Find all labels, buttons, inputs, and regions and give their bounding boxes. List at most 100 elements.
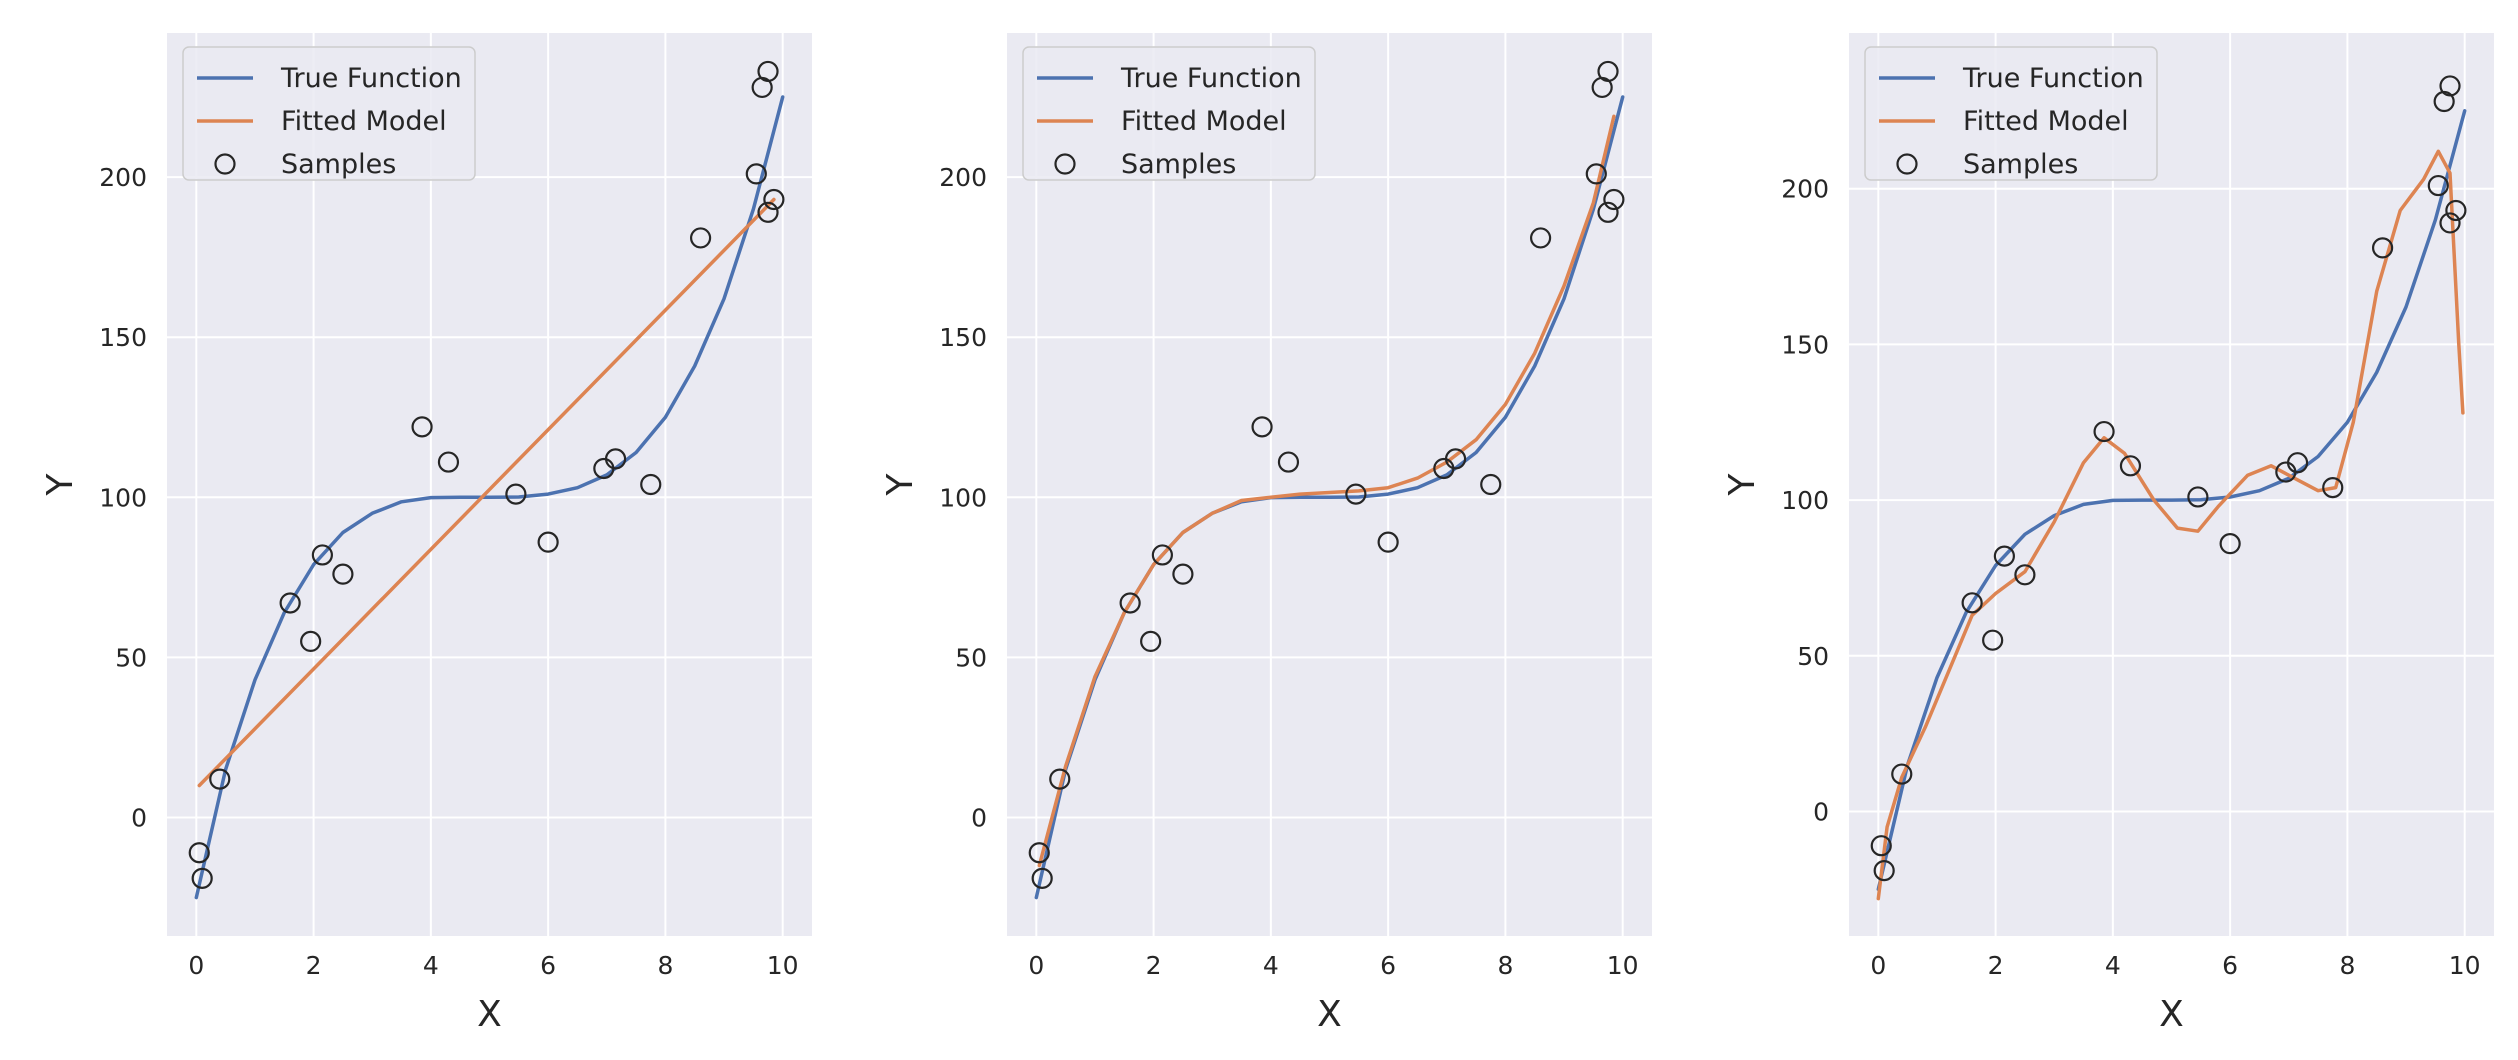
sample-point — [1345, 483, 1367, 505]
sample-point — [2014, 564, 2036, 586]
series-line-true-function — [194, 95, 785, 900]
x-tick-label: 0 — [1870, 951, 1886, 980]
sample-point — [300, 630, 322, 653]
sample-point — [1529, 227, 1552, 249]
series-line-true-function — [1876, 109, 2467, 892]
legend: True Function Fitted Model Samples — [182, 46, 476, 181]
sample-point — [689, 227, 712, 249]
sample-point — [505, 483, 527, 505]
x-tick-label: 10 — [1607, 951, 1639, 980]
sample-point — [279, 592, 301, 614]
sample-point — [1982, 629, 2004, 651]
x-tick-label: 4 — [423, 951, 439, 980]
sample-point — [2445, 199, 2467, 222]
y-tick-label: 150 — [99, 323, 147, 352]
sample-point — [1480, 473, 1502, 496]
x-tick-label: 2 — [1988, 951, 2004, 980]
legend-label-fitted-model: Fitted Model — [1121, 106, 1287, 137]
x-tick-label: 0 — [188, 951, 204, 980]
sample-point — [757, 201, 779, 223]
legend-swatch-samples — [1054, 153, 1076, 175]
sample-point — [411, 416, 433, 438]
x-tick-label: 10 — [767, 951, 799, 980]
y-tick-label: 0 — [971, 804, 987, 833]
sample-point — [2427, 174, 2449, 197]
sample-point — [537, 531, 559, 553]
sample-point — [604, 448, 627, 470]
plot-background — [167, 33, 812, 936]
sample-point — [1961, 592, 1983, 614]
y-tick-label: 50 — [955, 643, 987, 672]
sample-point — [745, 163, 767, 185]
y-tick-label: 200 — [99, 163, 147, 192]
sample-point — [2219, 533, 2241, 555]
x-tick-label: 2 — [306, 951, 322, 980]
plot-background — [1849, 33, 2494, 936]
legend-box — [1864, 46, 2158, 181]
y-axis-label: Y — [880, 473, 921, 497]
sample-point — [2322, 477, 2344, 499]
sample-point — [332, 563, 354, 585]
sample-point — [1870, 835, 1892, 857]
sample-point — [1151, 544, 1173, 566]
legend-swatch-samples — [214, 153, 236, 175]
series-line-fitted-model — [1037, 114, 1616, 868]
series-line-fitted-model — [1876, 149, 2465, 901]
y-tick-label: 200 — [1781, 175, 1829, 204]
y-tick-label: 100 — [99, 483, 147, 512]
sample-point — [1251, 416, 1273, 438]
sample-point — [1277, 451, 1300, 473]
legend-swatch-samples — [1896, 153, 1918, 175]
x-tick-label: 0 — [1028, 951, 1044, 980]
sample-point — [1891, 763, 1913, 785]
series-line-fitted-model — [197, 197, 776, 788]
sample-point — [2119, 455, 2142, 477]
sample-point — [1444, 448, 1467, 470]
x-tick-label: 8 — [2339, 951, 2355, 980]
sample-point — [1585, 163, 1607, 185]
x-tick-label: 6 — [2222, 951, 2238, 980]
y-tick-label: 200 — [939, 163, 987, 192]
legend-label-true-function: True Function — [280, 63, 462, 94]
sample-point — [209, 768, 231, 790]
x-tick-label: 10 — [2449, 951, 2481, 980]
x-tick-label: 2 — [1146, 951, 1162, 980]
sample-point — [2439, 75, 2461, 97]
sample-point — [1172, 563, 1194, 585]
sample-point — [1140, 630, 1162, 653]
sample-point — [1028, 842, 1050, 864]
legend-label-samples: Samples — [1121, 149, 1236, 180]
sample-point — [2093, 420, 2115, 443]
sample-point — [1597, 60, 1619, 83]
sample-point — [2439, 212, 2461, 234]
x-tick-label: 4 — [1263, 951, 1279, 980]
legend-label-fitted-model: Fitted Model — [281, 106, 447, 137]
y-tick-label: 0 — [131, 804, 147, 833]
sample-point — [2371, 237, 2394, 259]
y-tick-label: 50 — [1797, 642, 1829, 671]
sample-point — [1993, 545, 2015, 567]
sample-point — [1873, 860, 1895, 882]
x-tick-label: 6 — [540, 951, 556, 980]
y-tick-label: 100 — [939, 483, 987, 512]
sample-point — [1377, 531, 1399, 553]
sample-point — [2187, 486, 2209, 508]
x-axis-label: X — [477, 994, 502, 1035]
x-tick-label: 4 — [2105, 951, 2121, 980]
sample-point — [1597, 201, 1619, 223]
legend: True Function Fitted Model Samples — [1022, 46, 1316, 181]
y-tick-label: 150 — [1781, 330, 1829, 359]
x-axis-label: X — [1317, 994, 1342, 1035]
sample-point — [188, 842, 210, 864]
legend-label-fitted-model: Fitted Model — [1963, 106, 2129, 137]
sample-point — [2286, 452, 2309, 474]
sample-point — [1119, 592, 1141, 614]
plot-background — [1007, 33, 1652, 936]
sample-point — [1049, 768, 1071, 790]
x-tick-label: 6 — [1380, 951, 1396, 980]
sample-point — [757, 60, 779, 83]
sample-point — [763, 188, 785, 211]
